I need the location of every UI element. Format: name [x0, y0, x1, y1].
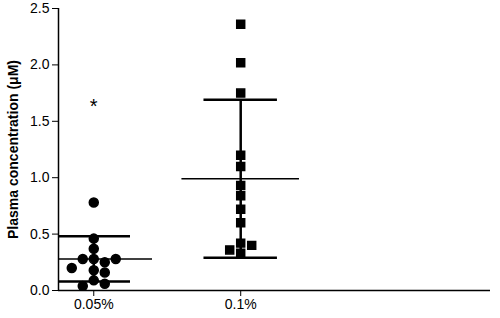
svg-text:0.05%: 0.05% [74, 296, 114, 312]
svg-text:*: * [90, 95, 98, 117]
svg-text:Plasma concentration (μM): Plasma concentration (μM) [5, 60, 21, 239]
svg-text:1.0: 1.0 [30, 169, 50, 185]
svg-text:2.0: 2.0 [30, 56, 50, 72]
svg-text:0.5: 0.5 [30, 226, 50, 242]
svg-text:2.5: 2.5 [30, 0, 50, 16]
svg-text:0.0: 0.0 [30, 282, 50, 298]
svg-text:1.5: 1.5 [30, 113, 50, 129]
svg-text:0.1%: 0.1% [225, 296, 257, 312]
